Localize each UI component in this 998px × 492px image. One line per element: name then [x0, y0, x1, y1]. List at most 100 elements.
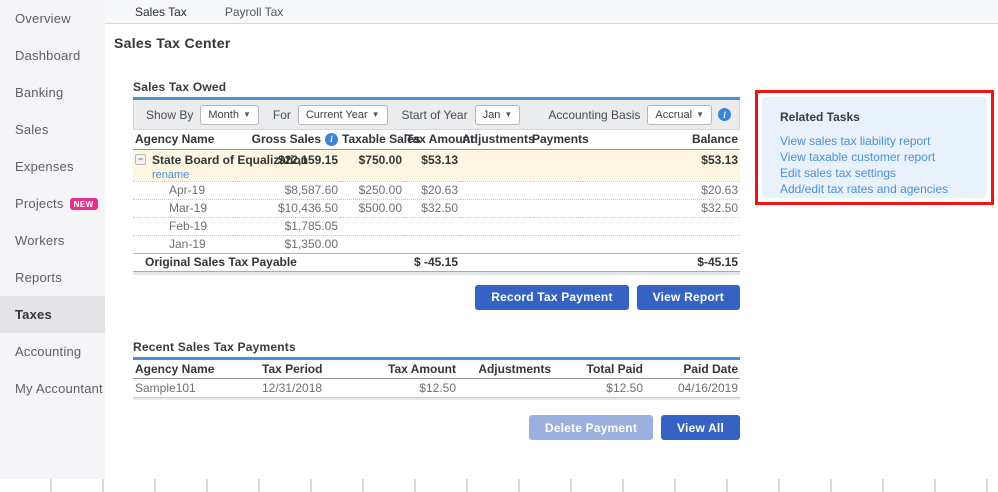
- delete-payment-button[interactable]: Delete Payment: [528, 415, 654, 440]
- total-tax-amount: $ -45.15: [404, 252, 460, 272]
- sidebar-item-reports[interactable]: Reports: [0, 259, 105, 296]
- content-area: Sales Tax Owed Show By Month ▼ For Curre…: [133, 80, 740, 440]
- month-tax-amount: $32.50: [404, 198, 460, 217]
- related-tasks-title: Related Tasks: [780, 110, 860, 124]
- for-value: Current Year: [305, 108, 368, 121]
- col-pay-paid-date: Paid Date: [645, 359, 740, 379]
- owed-section-title: Sales Tax Owed: [133, 80, 227, 94]
- month-tax-amount: [404, 216, 460, 235]
- main-content: Sales Tax Center Sales Tax Owed Show By …: [105, 24, 998, 479]
- sidebar-item-label: Workers: [15, 233, 65, 248]
- chevron-down-icon: ▼: [371, 110, 380, 119]
- month-adjustments: [460, 234, 530, 253]
- sidebar-item-sales[interactable]: Sales: [0, 111, 105, 148]
- col-pay-adjustments: Adjustments: [458, 359, 553, 379]
- total-balance: $-45.15: [583, 252, 740, 272]
- col-taxable-sales: Taxable Sales: [340, 130, 421, 150]
- sidebar-item-my-accountant[interactable]: My Accountant: [0, 370, 105, 407]
- payment-tax-amount: $12.50: [380, 378, 458, 398]
- link-taxable-customer-report[interactable]: View taxable customer report: [780, 150, 936, 164]
- month-balance: [583, 234, 740, 253]
- month-gross-sales: $10,436.50: [233, 198, 340, 217]
- month-adjustments: [460, 216, 530, 235]
- month-taxable-sales: $250.00: [340, 180, 404, 199]
- payments-section-rule: [133, 356, 740, 360]
- for-dropdown[interactable]: Current Year ▼: [297, 104, 388, 125]
- agency-taxable-sales: $750.00: [340, 149, 404, 181]
- month-payments: [530, 216, 583, 235]
- rename-link[interactable]: rename: [152, 168, 190, 181]
- total-gross-sales: [233, 252, 340, 272]
- month-balance: [583, 216, 740, 235]
- chevron-down-icon: ▼: [504, 110, 513, 119]
- sidebar-item-projects[interactable]: Projects NEW: [0, 185, 105, 222]
- col-adjustments: Adjustments: [460, 130, 535, 150]
- accounting-basis-value: Accrual: [655, 108, 693, 121]
- month-payments: [530, 234, 583, 253]
- month-balance: $20.63: [583, 180, 740, 199]
- total-row: Original Sales Tax Payable $ -45.15 $-45…: [133, 252, 740, 272]
- col-pay-tax-amount: Tax Amount: [380, 359, 458, 379]
- sidebar-item-label: Dashboard: [15, 48, 81, 63]
- show-by-label: Show By: [146, 107, 194, 122]
- record-tax-payment-button[interactable]: Record Tax Payment: [475, 284, 629, 310]
- owed-filter-toolbar: Show By Month ▼ For Current Year ▼ Start…: [133, 100, 740, 130]
- sidebar-item-label: Overview: [15, 11, 71, 26]
- col-balance: Balance: [583, 130, 740, 150]
- payment-row[interactable]: Sample101 12/31/2018 $12.50 $12.50 04/16…: [133, 378, 740, 398]
- tab-sales-tax[interactable]: Sales Tax: [135, 4, 187, 19]
- sidebar-item-label: Projects: [15, 196, 64, 211]
- month-taxable-sales: [340, 234, 404, 253]
- payment-adjustments: [458, 378, 553, 398]
- start-of-year-dropdown[interactable]: Jan ▼: [474, 104, 521, 125]
- sidebar-item-banking[interactable]: Banking: [0, 74, 105, 111]
- collapse-icon[interactable]: −: [135, 153, 146, 165]
- info-icon[interactable]: i: [325, 132, 338, 146]
- sidebar-item-accounting[interactable]: Accounting: [0, 333, 105, 370]
- bottom-ruler: [0, 479, 998, 492]
- link-sales-tax-liability-report[interactable]: View sales tax liability report: [780, 134, 931, 148]
- accounting-basis-label: Accounting Basis: [548, 107, 641, 122]
- total-adjustments: [460, 252, 530, 272]
- month-name: Jan-19: [133, 234, 233, 253]
- month-taxable-sales: $500.00: [340, 198, 404, 217]
- view-all-button[interactable]: View All: [661, 415, 740, 440]
- sidebar-item-taxes[interactable]: Taxes: [0, 296, 105, 333]
- accounting-basis-dropdown[interactable]: Accrual ▼: [647, 104, 712, 125]
- view-report-button[interactable]: View Report: [636, 284, 740, 310]
- show-by-dropdown[interactable]: Month ▼: [200, 104, 259, 125]
- agency-row: − State Board of Equalization rename $22…: [133, 149, 740, 181]
- agency-adjustments: [460, 149, 530, 181]
- payments-buttons: Delete Payment View All: [133, 415, 740, 440]
- page-title: Sales Tax Center: [114, 35, 231, 51]
- start-of-year-label: Start of Year: [401, 107, 468, 122]
- sidebar-item-overview[interactable]: Overview: [0, 0, 105, 37]
- month-taxable-sales: [340, 216, 404, 235]
- tab-payroll-tax[interactable]: Payroll Tax: [224, 4, 284, 19]
- total-payments: [530, 252, 583, 272]
- tab-bar: Sales Tax Payroll Tax: [105, 0, 998, 24]
- col-pay-agency: Agency Name: [133, 359, 260, 379]
- sidebar-item-workers[interactable]: Workers: [0, 222, 105, 259]
- owed-section-rule: [133, 97, 740, 100]
- link-add-edit-tax-rates[interactable]: Add/edit tax rates and agencies: [780, 182, 949, 196]
- total-label: Original Sales Tax Payable: [133, 252, 297, 272]
- link-edit-sales-tax-settings[interactable]: Edit sales tax settings: [780, 166, 897, 180]
- sidebar-item-dashboard[interactable]: Dashboard: [0, 37, 105, 74]
- owed-table-wrap: Agency Name Gross Sales i Taxable Sales T…: [133, 130, 740, 272]
- month-name: Mar-19: [133, 198, 233, 217]
- sidebar-item-expenses[interactable]: Expenses: [0, 148, 105, 185]
- payments-table-wrap: Agency Name Tax Period Tax Amount Adjust…: [133, 359, 740, 398]
- show-by-value: Month: [208, 108, 239, 121]
- col-pay-total-paid: Total Paid: [553, 359, 645, 379]
- month-gross-sales: $1,785.05: [233, 216, 340, 235]
- payments-section: Recent Sales Tax Payments Agency Name Ta…: [133, 340, 740, 440]
- agency-payments: [530, 149, 583, 181]
- related-tasks-panel: Related Tasks View sales tax liability r…: [762, 97, 987, 198]
- payments-header-row: Agency Name Tax Period Tax Amount Adjust…: [133, 359, 740, 379]
- payment-agency: Sample101: [133, 378, 260, 398]
- col-agency-name: Agency Name: [133, 130, 233, 150]
- info-icon[interactable]: i: [718, 108, 731, 121]
- total-taxable-sales: [340, 252, 404, 272]
